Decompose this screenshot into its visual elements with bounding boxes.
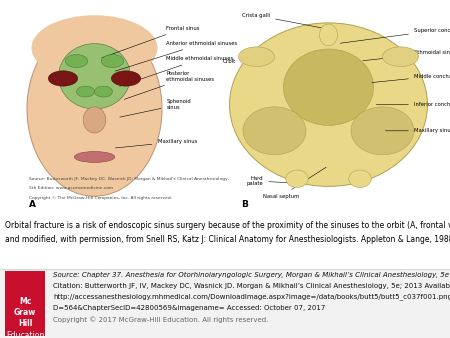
Ellipse shape [382,47,418,67]
Text: Middle ethmoidal sinuses: Middle ethmoidal sinuses [120,56,234,86]
Ellipse shape [243,107,306,155]
Text: and modified, with permission, from Snell RS, Katz J: Clinical Anatomy for Anest: and modified, with permission, from Snel… [5,235,450,244]
Ellipse shape [76,86,94,97]
Text: Superior concha: Superior concha [340,28,450,43]
Ellipse shape [112,71,140,86]
Text: http://accessanesthesiology.mhmedical.com/DownloadImage.aspx?image=/data/books/b: http://accessanesthesiology.mhmedical.co… [53,294,450,300]
Ellipse shape [230,23,428,186]
Ellipse shape [74,151,115,163]
Text: Graw: Graw [14,308,36,317]
Text: Middle concha: Middle concha [372,74,450,82]
Ellipse shape [351,107,414,155]
Ellipse shape [101,54,124,68]
Text: Anterior ethmoidal sinuses: Anterior ethmoidal sinuses [115,41,238,71]
Text: Education: Education [6,331,44,338]
Ellipse shape [83,107,106,133]
Ellipse shape [94,86,112,97]
Text: Orbit: Orbit [223,57,254,64]
Text: Ethmoidal sinuses: Ethmoidal sinuses [363,50,450,61]
Text: Inferior concha: Inferior concha [376,102,450,107]
Text: Maxillary sinus: Maxillary sinus [385,128,450,133]
Text: B: B [241,200,248,209]
Text: 5th Edition: www.accessmedicine.com: 5th Edition: www.accessmedicine.com [29,186,113,190]
Ellipse shape [238,47,274,67]
Text: Citation: Butterworth JF, IV, Mackey DC, Wasnick JD. Morgan & Mikhail’s Clinical: Citation: Butterworth JF, IV, Mackey DC,… [53,283,450,289]
Ellipse shape [32,15,158,81]
Text: Source: Chapter 37. Anesthesia for Otorhinolaryngologic Surgery, Morgan & Mikhai: Source: Chapter 37. Anesthesia for Otorh… [53,271,449,277]
Text: Sphenoid
sinus: Sphenoid sinus [120,99,191,117]
Text: Hill: Hill [18,319,32,329]
Text: Frontal sinus: Frontal sinus [102,26,200,58]
Text: Nasal septum: Nasal septum [263,167,326,199]
Ellipse shape [286,170,308,188]
Ellipse shape [48,71,77,86]
Ellipse shape [284,49,374,125]
Text: Hard
palate: Hard palate [247,175,294,186]
Text: Mc: Mc [19,297,32,306]
Text: D=564&ChapterSecID=42800569&imagename= Accessed: October 07, 2017: D=564&ChapterSecID=42800569&imagename= A… [53,305,325,311]
Ellipse shape [58,44,130,109]
Text: A: A [29,200,36,209]
Text: Copyright © The McGraw-Hill Companies, Inc. All rights reserved.: Copyright © The McGraw-Hill Companies, I… [29,196,172,200]
Ellipse shape [65,54,88,68]
Ellipse shape [27,22,162,196]
Ellipse shape [320,24,338,46]
Text: Maxillary sinus: Maxillary sinus [115,139,197,148]
Ellipse shape [349,170,371,188]
Text: Copyright © 2017 McGraw-Hill Education. All rights reserved.: Copyright © 2017 McGraw-Hill Education. … [53,316,269,323]
Text: Posterior
ethmoidal sinuses: Posterior ethmoidal sinuses [124,71,215,99]
Text: Crista galli: Crista galli [242,13,321,28]
Text: Source: Butterworth JF, Mackey DC, Wasnick JD: Morgan & Mikhail's Clinical Anest: Source: Butterworth JF, Mackey DC, Wasni… [29,177,229,181]
Text: Orbital fracture is a risk of endoscopic sinus surgery because of the proximity : Orbital fracture is a risk of endoscopic… [5,221,450,230]
